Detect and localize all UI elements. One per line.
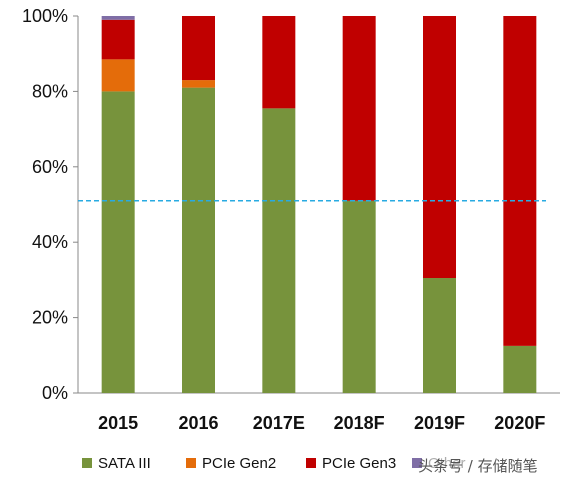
bar-segment-pcie-gen3-2020f xyxy=(503,16,537,346)
bar-segment-pcie-gen2-2016 xyxy=(182,80,215,88)
y-tick-label: 60% xyxy=(32,157,68,177)
legend-label: Other xyxy=(428,455,466,472)
x-tick-label: 2020F xyxy=(494,413,545,433)
chart-legend: SATA III PCIe Gen2 PCIe Gen3 Other xyxy=(82,455,466,472)
legend-swatch xyxy=(82,458,92,468)
x-tick-label: 2015 xyxy=(98,413,138,433)
x-tick-label: 2017E xyxy=(253,413,305,433)
bar-segment-pcie-gen3-2018f xyxy=(342,16,376,201)
watermark: 头条号 / 存储随笔 xyxy=(418,457,538,475)
bar-segment-sata-iii-2019f xyxy=(423,278,456,393)
bar-segment-sata-iii-2015 xyxy=(101,91,135,394)
y-tick-label: 40% xyxy=(32,232,68,252)
legend-label: SATA III xyxy=(98,455,151,472)
x-tick-label: 2016 xyxy=(178,413,218,433)
category-labels: 2015 2016 2017E 2018F 2019F 2020F xyxy=(98,413,545,433)
legend-swatch xyxy=(412,458,422,468)
bar-segment-pcie-gen2-2015 xyxy=(101,59,135,92)
bar-segment-sata-iii-2017e xyxy=(262,108,296,394)
y-tick-label: 100% xyxy=(22,6,68,26)
bar-segment-sata-iii-2020f xyxy=(503,345,537,393)
bar-segment-pcie-gen3-2015 xyxy=(101,19,135,60)
bar-segment-sata-iii-2016 xyxy=(182,87,215,393)
y-tick-label: 0% xyxy=(42,383,68,403)
legend-swatch xyxy=(306,458,316,468)
chart-bars xyxy=(101,16,537,394)
bar-segment-other-2015 xyxy=(101,16,135,20)
chart-axes: 0% 20% 40% 60% 80% 100% xyxy=(22,6,560,403)
x-tick-label: 2019F xyxy=(414,413,465,433)
legend-label: PCIe Gen2 xyxy=(202,455,276,472)
y-tick-label: 80% xyxy=(32,81,68,101)
bar-segment-pcie-gen3-2019f xyxy=(423,16,456,279)
y-tick-label: 20% xyxy=(32,308,68,328)
x-tick-label: 2018F xyxy=(334,413,385,433)
bar-segment-pcie-gen3-2017e xyxy=(262,16,296,109)
bar-segment-sata-iii-2018f xyxy=(342,200,376,393)
legend-label: PCIe Gen3 xyxy=(322,455,396,472)
bar-segment-pcie-gen3-2016 xyxy=(182,16,215,81)
legend-swatch xyxy=(186,458,196,468)
